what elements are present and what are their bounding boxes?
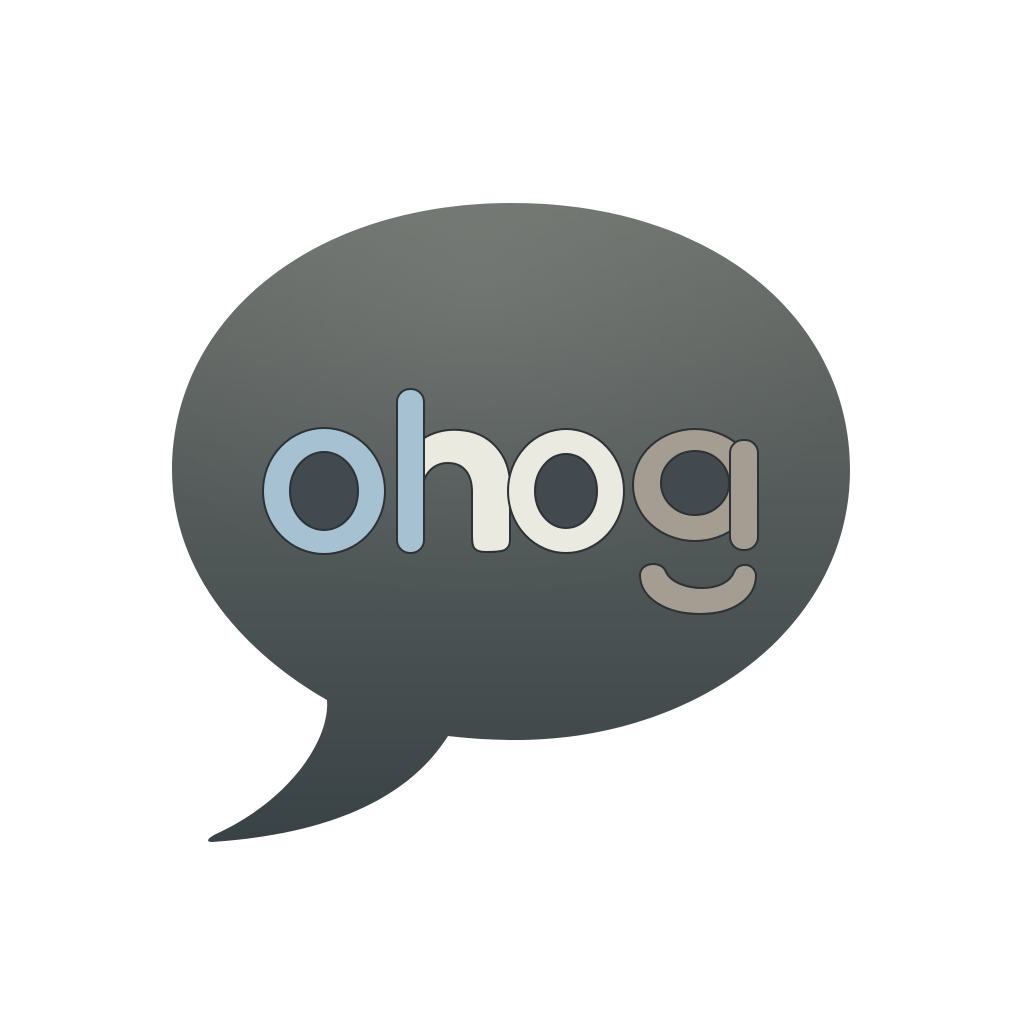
wordmark (262, 388, 759, 615)
letter-h (396, 388, 511, 554)
letter-g (632, 428, 759, 615)
letter-o-second (507, 428, 625, 554)
letter-o-first (262, 427, 386, 555)
